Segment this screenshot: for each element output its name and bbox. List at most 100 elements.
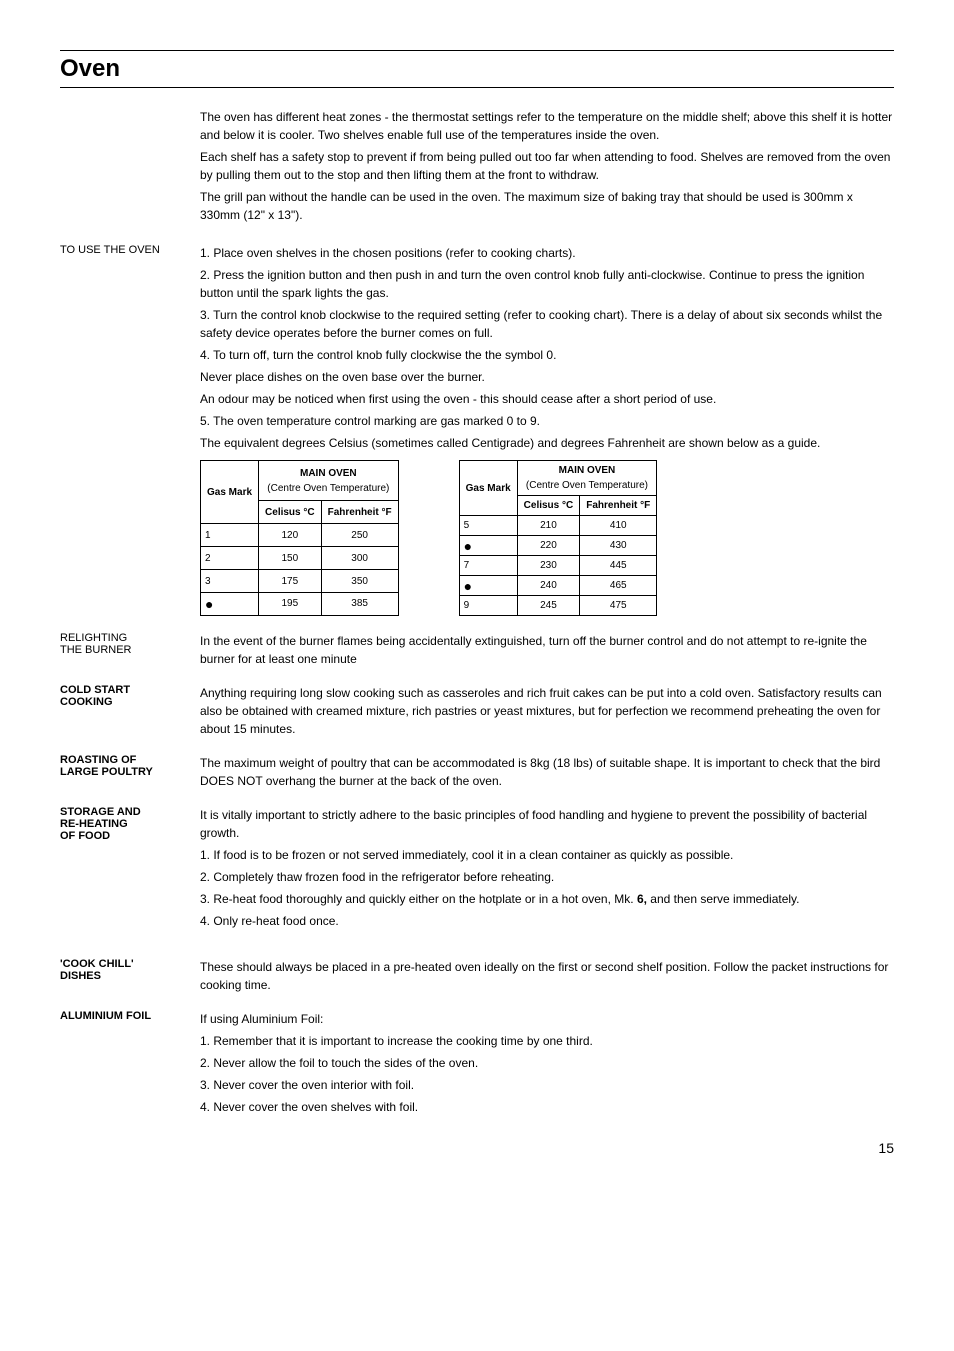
relight-label: RELIGHTING THE BURNER: [60, 632, 200, 668]
use-p4: 4. To turn off, turn the control knob fu…: [200, 346, 894, 364]
use-p6: An odour may be noticed when first using…: [200, 390, 894, 408]
t1-r2-c: 150: [259, 547, 322, 570]
coldstart-section: COLD START COOKING Anything requiring lo…: [60, 684, 894, 738]
intro-p3: The grill pan without the handle can be …: [200, 188, 894, 224]
use-p5: Never place dishes on the oven base over…: [200, 368, 894, 386]
foil-p1: If using Aluminium Foil:: [200, 1010, 894, 1028]
t2-r2-c: 220: [517, 536, 580, 556]
t1-r1-c: 120: [259, 524, 322, 547]
use-p8: The equivalent degrees Celsius (sometime…: [200, 434, 894, 452]
t2-r3-g: 7: [459, 556, 517, 576]
t2-gas-mark-head: Gas Mark: [459, 461, 517, 516]
intro-label: [60, 108, 200, 228]
use-content: 1. Place oven shelves in the chosen posi…: [200, 244, 894, 616]
storage-content: It is vitally important to strictly adhe…: [200, 806, 894, 934]
t2-r2-f: 430: [580, 536, 657, 556]
roasting-section: ROASTING OF LARGE POULTRY The maximum we…: [60, 754, 894, 790]
t2-r4-f: 465: [580, 576, 657, 596]
foil-label: ALUMINIUM FOIL: [60, 1010, 200, 1120]
coldstart-label1: COLD START: [60, 684, 190, 696]
cookchill-label1: 'COOK CHILL': [60, 958, 190, 970]
t2-r1-c: 210: [517, 516, 580, 536]
roasting-label: ROASTING OF LARGE POULTRY: [60, 754, 200, 790]
t2-main-oven-head: MAIN OVEN (Centre Oven Temperature): [517, 461, 657, 496]
t2-r5-g: 9: [459, 596, 517, 616]
t1-fahrenheit-head: Fahrenheit °F: [321, 501, 398, 524]
storage-p4c: and then serve immediately.: [647, 892, 800, 906]
t1-r3-c: 175: [259, 570, 322, 593]
t1-r3-f: 350: [321, 570, 398, 593]
coldstart-label: COLD START COOKING: [60, 684, 200, 738]
tables-row: Gas Mark MAIN OVEN (Centre Oven Temperat…: [200, 460, 894, 616]
t2-r5-f: 475: [580, 596, 657, 616]
t2-centre-text: (Centre Oven Temperature): [524, 478, 651, 493]
t1-gas-mark-head: Gas Mark: [201, 461, 259, 524]
t1-centre-text: (Centre Oven Temperature): [265, 481, 392, 496]
coldstart-label2: COOKING: [60, 696, 190, 708]
use-p7: 5. The oven temperature control marking …: [200, 412, 894, 430]
t2-r2-g: ●: [459, 536, 517, 556]
storage-p4: 3. Re-heat food thoroughly and quickly e…: [200, 890, 894, 908]
use-section: TO USE THE OVEN 1. Place oven shelves in…: [60, 244, 894, 616]
storage-p3: 2. Completely thaw frozen food in the re…: [200, 868, 894, 886]
use-p2: 2. Press the ignition button and then pu…: [200, 266, 894, 302]
t2-r3-c: 230: [517, 556, 580, 576]
t2-r1-g: 5: [459, 516, 517, 536]
cookchill-section: 'COOK CHILL' DISHES These should always …: [60, 958, 894, 994]
t2-r4-g: ●: [459, 576, 517, 596]
roasting-content: The maximum weight of poultry that can b…: [200, 754, 894, 790]
t2-r4-c: 240: [517, 576, 580, 596]
cookchill-label2: DISHES: [60, 970, 190, 982]
storage-label3: OF FOOD: [60, 830, 190, 842]
storage-label2: RE-HEATING: [60, 818, 190, 830]
t2-celsius-head: Celisus °C: [517, 496, 580, 516]
intro-content: The oven has different heat zones - the …: [200, 108, 894, 228]
foil-content: If using Aluminium Foil: 1. Remember tha…: [200, 1010, 894, 1120]
relight-label1: RELIGHTING: [60, 632, 190, 644]
page-title: Oven: [60, 50, 894, 88]
intro-p2: Each shelf has a safety stop to prevent …: [200, 148, 894, 184]
storage-label: STORAGE AND RE-HEATING OF FOOD: [60, 806, 200, 934]
t1-r4-c: 195: [259, 592, 322, 615]
t1-r2-f: 300: [321, 547, 398, 570]
t1-r3-g: 3: [201, 570, 259, 593]
roasting-label1: ROASTING OF: [60, 754, 190, 766]
t1-r1-f: 250: [321, 524, 398, 547]
storage-p1: It is vitally important to strictly adhe…: [200, 806, 894, 842]
storage-p4b: 6,: [637, 892, 647, 906]
storage-label1: STORAGE AND: [60, 806, 190, 818]
t1-r4-g: ●: [201, 592, 259, 615]
foil-p3: 2. Never allow the foil to touch the sid…: [200, 1054, 894, 1072]
temp-table-2: Gas Mark MAIN OVEN (Centre Oven Temperat…: [459, 460, 658, 616]
use-p1: 1. Place oven shelves in the chosen posi…: [200, 244, 894, 262]
intro-p1: The oven has different heat zones - the …: [200, 108, 894, 144]
page-number: 15: [60, 1140, 894, 1156]
relight-label2: THE BURNER: [60, 644, 190, 656]
coldstart-content: Anything requiring long slow cooking suc…: [200, 684, 894, 738]
t2-r3-f: 445: [580, 556, 657, 576]
use-label: TO USE THE OVEN: [60, 244, 200, 616]
relight-section: RELIGHTING THE BURNER In the event of th…: [60, 632, 894, 668]
t1-r2-g: 2: [201, 547, 259, 570]
intro-section: The oven has different heat zones - the …: [60, 108, 894, 228]
t1-r4-f: 385: [321, 592, 398, 615]
storage-p2: 1. If food is to be frozen or not served…: [200, 846, 894, 864]
storage-section: STORAGE AND RE-HEATING OF FOOD It is vit…: [60, 806, 894, 934]
temp-table-1: Gas Mark MAIN OVEN (Centre Oven Temperat…: [200, 460, 399, 616]
use-p3: 3. Turn the control knob clockwise to th…: [200, 306, 894, 342]
foil-p2: 1. Remember that it is important to incr…: [200, 1032, 894, 1050]
foil-section: ALUMINIUM FOIL If using Aluminium Foil: …: [60, 1010, 894, 1120]
t2-fahrenheit-head: Fahrenheit °F: [580, 496, 657, 516]
t1-main-oven-text: MAIN OVEN: [265, 466, 392, 481]
storage-p4a: 3. Re-heat food thoroughly and quickly e…: [200, 892, 637, 906]
t1-r1-g: 1: [201, 524, 259, 547]
t2-main-oven-text: MAIN OVEN: [524, 463, 651, 478]
t1-celsius-head: Celisus °C: [259, 501, 322, 524]
t2-r5-c: 245: [517, 596, 580, 616]
foil-p4: 3. Never cover the oven interior with fo…: [200, 1076, 894, 1094]
relight-content: In the event of the burner flames being …: [200, 632, 894, 668]
cookchill-content: These should always be placed in a pre-h…: [200, 958, 894, 994]
cookchill-label: 'COOK CHILL' DISHES: [60, 958, 200, 994]
t1-main-oven-head: MAIN OVEN (Centre Oven Temperature): [259, 461, 399, 501]
foil-p5: 4. Never cover the oven shelves with foi…: [200, 1098, 894, 1116]
